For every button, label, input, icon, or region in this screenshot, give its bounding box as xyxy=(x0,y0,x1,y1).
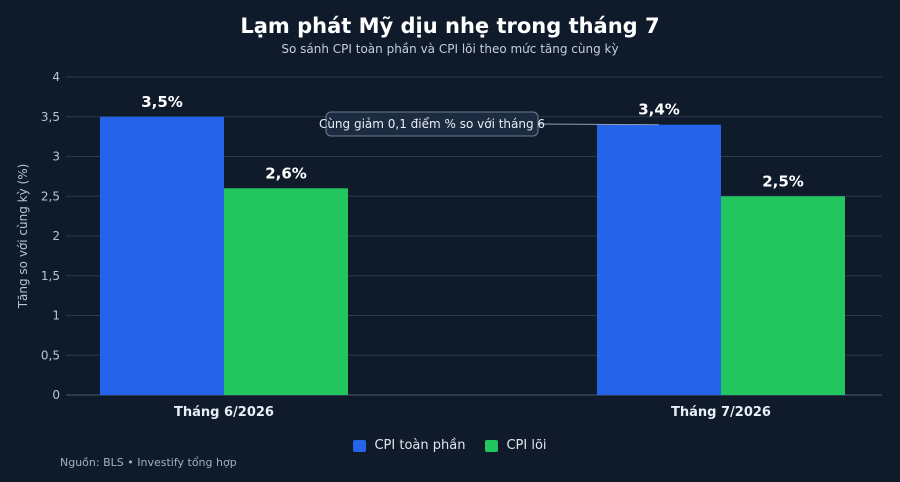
y-tick-label: 4 xyxy=(52,70,60,84)
legend-swatch-cpi-core xyxy=(485,439,499,452)
annotation-box xyxy=(325,111,539,137)
chart-title: Lạm phát Mỹ dịu nhẹ trong tháng 7 xyxy=(240,14,660,38)
y-tick-label: 3,5 xyxy=(41,110,60,124)
bar-chart: 0 0,5 1 1,5 2 2,5 3 3,5 4 Tăng so với cùng kỳ (%)… xyxy=(16,70,882,420)
y-axis-label: Tăng so với cùng kỳ (%) xyxy=(16,164,30,310)
data-label: 3,4% xyxy=(638,101,680,119)
legend-item-cpi-core: CPI lõi xyxy=(485,438,547,453)
legend-label-cpi-headline: CPI toàn phần xyxy=(374,438,466,453)
data-label: 3,5% xyxy=(141,93,183,111)
x-tick-label: Tháng 7/2026 xyxy=(671,405,771,420)
legend-label-cpi-core: CPI lõi xyxy=(506,438,547,453)
legend: CPI toàn phần CPI lõi xyxy=(0,438,900,453)
annotation-connector xyxy=(537,123,660,126)
legend-swatch-cpi-headline xyxy=(353,439,367,452)
y-tick-label: 0,5 xyxy=(41,348,60,362)
source-note: Nguồn: BLS • Investify tổng hợp xyxy=(60,456,237,469)
legend-item-cpi-headline: CPI toàn phần xyxy=(353,438,465,453)
y-tick-label: 1,5 xyxy=(41,269,60,283)
y-tick-label: 0 xyxy=(52,388,60,402)
x-tick-label: Tháng 6/2026 xyxy=(174,405,274,420)
chart-subtitle: So sánh CPI toàn phần và CPI lõi theo mứ… xyxy=(281,42,619,56)
y-tick-label: 2 xyxy=(52,229,60,243)
y-tick-label: 1 xyxy=(52,309,60,323)
bar xyxy=(721,196,845,395)
y-tick-label: 3 xyxy=(52,150,60,164)
bar xyxy=(597,124,721,395)
y-tick-label: 2,5 xyxy=(41,189,60,203)
data-label: 2,6% xyxy=(265,164,307,182)
data-label: 2,5% xyxy=(762,172,804,190)
annotation-text: Cùng giảm 0,1 điểm % so với tháng 6 xyxy=(319,117,545,131)
bar xyxy=(100,116,224,395)
bar xyxy=(224,188,348,395)
